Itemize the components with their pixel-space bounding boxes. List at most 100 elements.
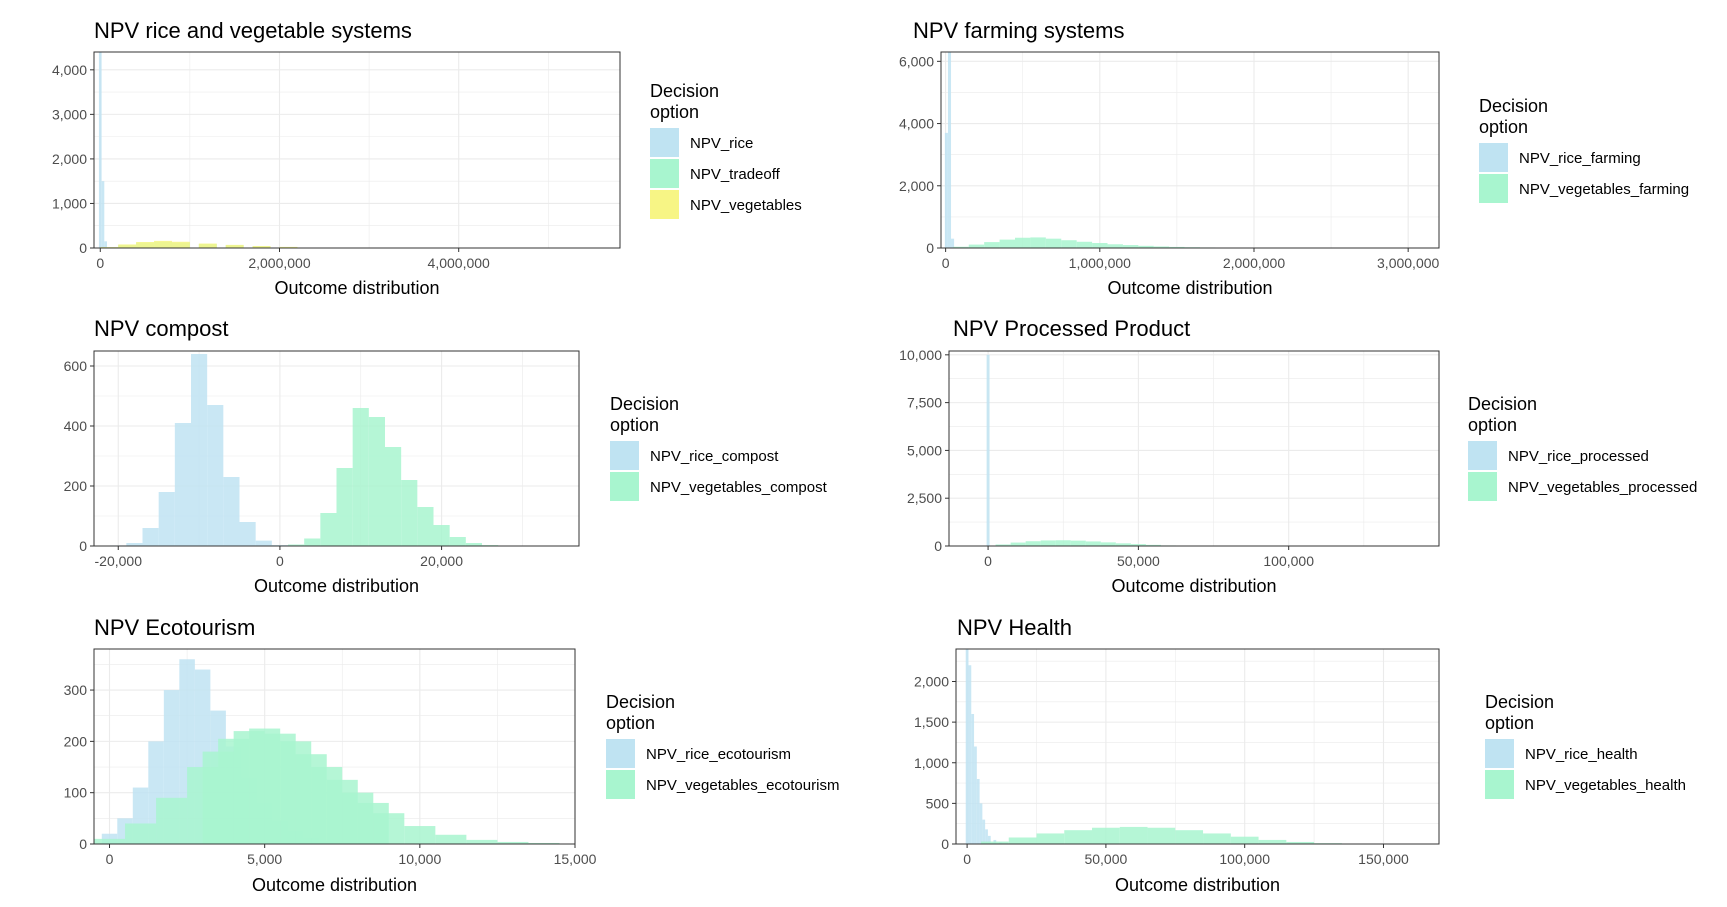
- hist-bar-NPV_rice_health: [987, 835, 991, 844]
- legend-label: NPV_rice_compost: [650, 448, 779, 465]
- x-axis-label: Outcome distribution: [252, 875, 417, 895]
- hist-bar-NPV_rice_health: [976, 779, 980, 844]
- x-tick-label: 50,000: [1084, 851, 1127, 867]
- hist-bar-NPV_vegetables: [118, 244, 137, 248]
- panel-border: [948, 350, 1440, 547]
- x-axis-label: Outcome distribution: [274, 278, 439, 298]
- hist-bar-NPV_vegetables_farming: [1015, 237, 1031, 248]
- chart-panel-6: 0 50,000 100,000 150,000 0 500 1,000 1,500 2,000…: [914, 615, 1686, 895]
- hist-bar-NPV_vegetables_compost: [449, 537, 466, 546]
- hist-bar-NPV_rice: [98, 52, 102, 248]
- y-tick-label: 0: [79, 240, 87, 256]
- panel-border: [93, 51, 621, 249]
- x-axis-label: Outcome distribution: [1115, 875, 1280, 895]
- legend-title: Decision: [650, 81, 719, 101]
- panel-border: [940, 51, 1440, 249]
- x-axis-label: Outcome distribution: [1111, 576, 1276, 596]
- hist-bar-NPV_vegetables_ecotourism: [435, 834, 467, 844]
- plot-area: [941, 52, 1439, 248]
- hist-bar-NPV_vegetables_ecotourism: [528, 842, 560, 844]
- hist-bar-NPV_vegetables_compost: [320, 513, 337, 546]
- x-tick-label: 3,000,000: [1377, 255, 1439, 271]
- plot-area: [94, 52, 620, 248]
- y-tick-label: 2,000: [52, 151, 87, 167]
- y-tick-label: 100: [64, 785, 88, 801]
- hist-bar-NPV_rice: [104, 241, 107, 248]
- y-tick-label: 1,000: [914, 755, 949, 771]
- y-tick-label: 200: [64, 478, 88, 494]
- hist-bar-NPV_vegetables_processed: [1040, 540, 1056, 546]
- x-tick-label: 5,000: [247, 851, 282, 867]
- hist-bar-NPV_vegetables_processed: [1115, 543, 1131, 546]
- hist-bar-NPV_vegetables_farming: [1092, 243, 1108, 248]
- y-tick-label: 5,000: [907, 442, 942, 458]
- x-tick-label: 0: [963, 851, 971, 867]
- hist-bar-NPV_rice_health: [979, 803, 983, 844]
- hist-bar-NPV_vegetables_processed: [1055, 540, 1071, 546]
- hist-bar-NPV_vegetables: [154, 240, 172, 248]
- x-axis-label: Outcome distribution: [1107, 278, 1272, 298]
- hist-bar-NPV_vegetables_health: [1008, 837, 1037, 844]
- legend-title: option: [610, 415, 659, 435]
- hist-bar-NPV_vegetables_ecotourism: [497, 841, 529, 844]
- hist-bar-NPV_vegetables_ecotourism: [404, 826, 436, 844]
- hist-bar-NPV_vegetables: [279, 246, 298, 248]
- hist-bar-NPV_vegetables_health: [1092, 827, 1120, 844]
- hist-bar-NPV_vegetables_processed: [1025, 541, 1041, 546]
- hist-bar-NPV_rice_farming: [947, 52, 952, 248]
- hist-bar-NPV_vegetables_compost: [417, 507, 434, 546]
- y-tick-label: 0: [926, 240, 934, 256]
- hist-bar-NPV_vegetables_health: [1064, 830, 1093, 844]
- y-tick-label: 4,000: [52, 62, 87, 78]
- hist-bar-NPV_vegetables: [252, 245, 271, 248]
- panel-border: [93, 648, 576, 845]
- y-tick-label: 6,000: [899, 53, 934, 69]
- y-tick-label: 0: [934, 538, 942, 554]
- x-tick-label: 4,000,000: [428, 255, 490, 271]
- x-tick-label: 150,000: [1358, 851, 1409, 867]
- x-tick-label: 0: [276, 553, 284, 569]
- panel-border: [955, 648, 1440, 845]
- hist-bar-NPV_vegetables_health: [1286, 841, 1315, 844]
- x-tick-label: 100,000: [1263, 553, 1314, 569]
- x-tick-label: 0: [96, 255, 104, 271]
- legend-label: NPV_rice_health: [1525, 746, 1638, 763]
- hist-bar-NPV_vegetables_compost: [336, 468, 353, 546]
- hist-bar-NPV_vegetables_farming: [999, 239, 1016, 248]
- hist-bar-NPV_vegetables_farming: [1107, 244, 1123, 248]
- hist-bar-NPV_vegetables_compost: [385, 447, 402, 546]
- y-tick-label: 2,500: [907, 490, 942, 506]
- chart-panel-1: 0 2,000,000 4,000,000 0 1,000 2,000 3,000 4,000…: [52, 18, 802, 298]
- x-tick-label: 0: [106, 851, 114, 867]
- y-tick-label: 0: [941, 836, 949, 852]
- chart-title: NPV compost: [94, 316, 229, 341]
- hist-bar-NPV_vegetables: [136, 241, 155, 248]
- hist-bar-NPV_rice_farming: [944, 132, 948, 248]
- hist-bar-NPV_vegetables_health: [1230, 836, 1259, 844]
- hist-bar-NPV_rice_processed: [986, 354, 990, 546]
- hist-bar-NPV_vegetables_ecotourism: [373, 813, 405, 844]
- legend-title: option: [1485, 713, 1534, 733]
- hist-bar-NPV_vegetables_compost: [433, 525, 450, 546]
- hist-bar-NPV_rice_health: [985, 829, 988, 844]
- hist-bar-NPV_vegetables_compost: [465, 543, 482, 546]
- hist-bar-NPV_vegetables_farming: [984, 242, 1000, 248]
- legend-label: NPV_vegetables: [690, 197, 802, 214]
- legend-label: NPV_vegetables_farming: [1519, 181, 1689, 198]
- hist-bar-NPV_vegetables_farming: [1045, 238, 1062, 248]
- y-tick-label: 1,500: [914, 714, 949, 730]
- y-tick-label: 7,500: [907, 395, 942, 411]
- y-tick-label: 0: [79, 538, 87, 554]
- legend-label: NPV_rice_processed: [1508, 448, 1649, 465]
- chart-title: NPV Processed Product: [953, 316, 1190, 341]
- legend-key-NPV_vegetables_farming: [1479, 174, 1508, 203]
- hist-bar-NPV_rice: [101, 181, 105, 248]
- hist-bar-NPV_vegetables_farming: [968, 244, 985, 248]
- y-tick-label: 200: [64, 733, 88, 749]
- x-tick-label: 2,000,000: [1223, 255, 1285, 271]
- hist-bar-NPV_vegetables_health: [1175, 830, 1204, 844]
